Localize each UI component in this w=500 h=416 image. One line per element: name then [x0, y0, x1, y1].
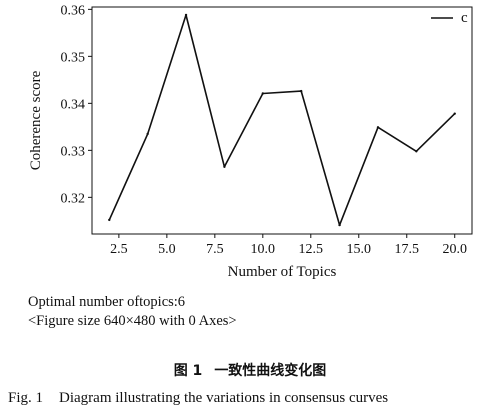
figure-number-chinese: 图 1	[173, 363, 203, 379]
series-line-c	[108, 14, 456, 226]
plot-area-frame	[91, 6, 473, 235]
x-tick-label: 10.0	[251, 242, 276, 257]
y-tick-label: 0.33	[61, 144, 86, 159]
legend-label: c	[461, 10, 468, 26]
figure-title-english: Diagram illustrating the variations in c…	[59, 390, 389, 406]
y-tick-label: 0.32	[61, 191, 86, 206]
data-point	[299, 89, 303, 93]
data-point	[338, 223, 341, 227]
x-tick-label: 15.0	[347, 242, 372, 257]
x-tick-label: 12.5	[299, 242, 324, 257]
x-axis-title: Number of Topics	[228, 264, 337, 280]
data-point	[223, 165, 226, 168]
data-point	[376, 126, 380, 129]
x-tick-label: 7.5	[206, 242, 224, 257]
x-tick-label: 2.5	[110, 242, 128, 257]
y-tick-label: 0.36	[61, 3, 86, 18]
optimal-topics-note: Optimal number oftopics:6	[28, 294, 186, 310]
x-tick-label: 20.0	[442, 242, 467, 257]
data-point	[146, 132, 149, 136]
data-point	[261, 92, 265, 95]
coherence-line-chart: 2.5 5.0 7.5 10.0 12.5 15.0 17.5 20.0 0.32 0.33 0.3…	[28, 3, 473, 280]
data-point	[415, 150, 418, 153]
figure-size-note: <Figure size 640×480 with 0 Axes>	[28, 313, 237, 329]
y-tick-label: 0.35	[61, 50, 86, 65]
y-tick-label: 0.34	[61, 97, 86, 112]
y-axis-title: Coherence score	[28, 70, 44, 170]
data-point	[453, 112, 456, 115]
x-tick-label: 17.5	[394, 242, 419, 257]
data-point	[108, 218, 111, 222]
figure-caption-english: Fig. 1 Diagram illustrating the variation…	[8, 390, 496, 407]
x-tick-label: 5.0	[158, 242, 176, 257]
figure-number-english: Fig. 1	[8, 390, 44, 406]
data-point	[184, 13, 188, 17]
figure-caption-chinese: 图 1 一致性曲线变化图	[0, 360, 500, 380]
figure-title-chinese: 一致性曲线变化图	[214, 363, 327, 379]
